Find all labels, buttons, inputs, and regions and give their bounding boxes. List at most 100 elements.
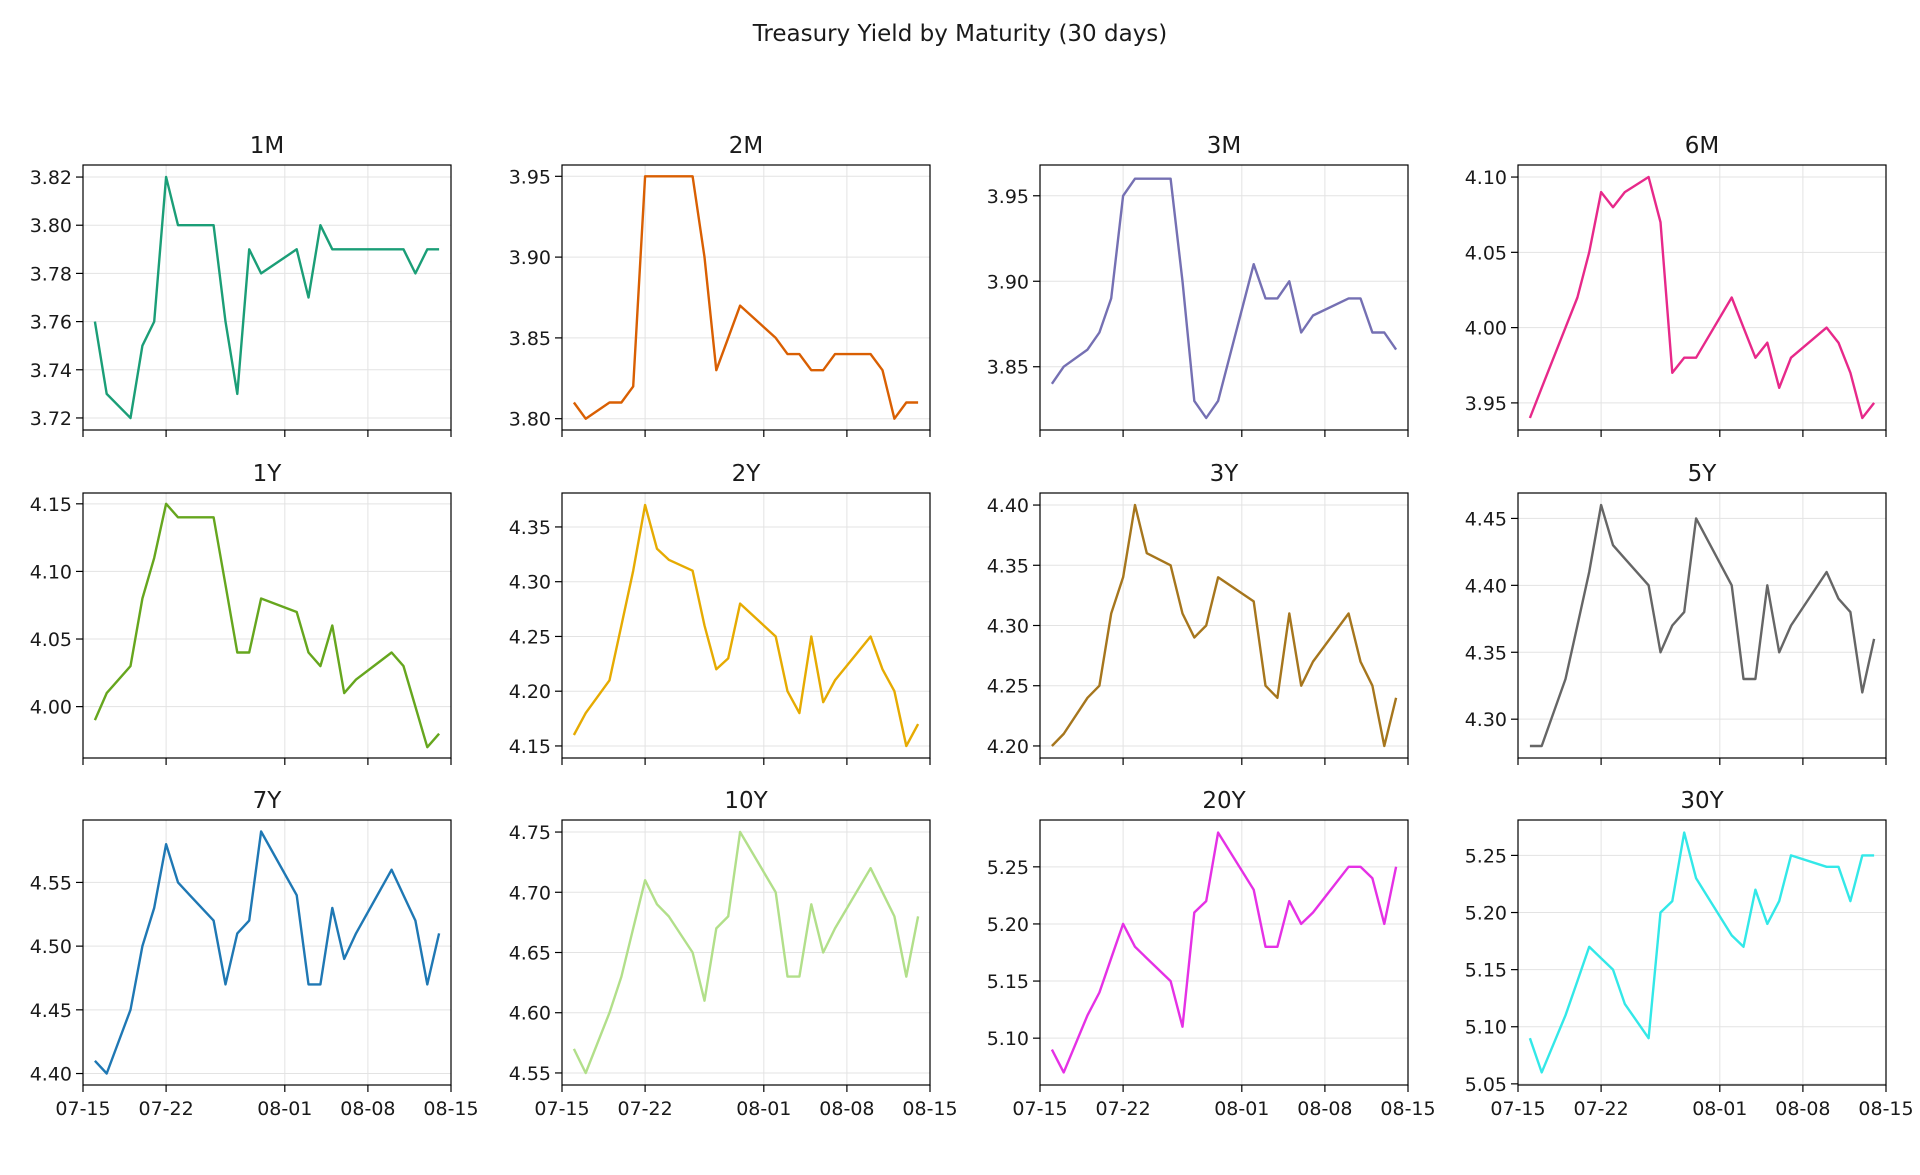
y-tick-label: 4.10 — [30, 561, 72, 583]
axes-frame — [561, 164, 931, 431]
panel-title: 1Y — [253, 461, 283, 487]
y-tick-label: 4.20 — [509, 681, 551, 703]
panel-title: 20Y — [1202, 788, 1246, 814]
y-tick-label: 3.80 — [509, 409, 551, 431]
y-tick-label: 3.76 — [30, 312, 72, 334]
y-tick-label: 4.35 — [987, 555, 1029, 577]
axes-frame — [561, 492, 931, 759]
series-line-3y — [1051, 503, 1398, 748]
y-tick-label: 4.25 — [509, 626, 551, 648]
x-tick-label: 07-22 — [138, 1098, 193, 1120]
x-tick-label: 08-01 — [1692, 1098, 1747, 1120]
y-tick-label: 4.30 — [509, 572, 551, 594]
panel-title: 2M — [729, 133, 763, 159]
series-line-30y — [1528, 831, 1875, 1074]
y-tick-label: 4.20 — [987, 736, 1029, 758]
panel-3m: 3.85 3.90 3.95 3M — [987, 133, 1409, 437]
x-tick-label: 08-15 — [1380, 1098, 1435, 1120]
axes-frame — [82, 164, 452, 431]
axes-frame — [1039, 164, 1409, 431]
x-tick-label: 08-15 — [902, 1098, 957, 1120]
x-tick-label: 07-15 — [55, 1098, 110, 1120]
y-tick-label: 5.25 — [987, 857, 1029, 879]
panel-20y: 5.10 5.15 5.20 5.25 20Y 07-15 07-22 08-01 08-08 0… — [987, 788, 1436, 1120]
axes-frame — [1517, 819, 1887, 1086]
x-tick-label: 08-08 — [1297, 1098, 1352, 1120]
panel-1y: 4.00 4.05 4.10 4.15 1Y — [30, 461, 452, 765]
y-tick-label: 5.15 — [1465, 960, 1507, 982]
y-tick-label: 3.80 — [30, 215, 72, 237]
panel-7y: 4.40 4.45 4.50 4.55 7Y 07-15 07-22 08-01 08-08 08… — [30, 788, 479, 1120]
panel-2y: 4.15 4.20 4.25 4.30 4.35 2Y — [509, 461, 931, 765]
y-tick-label: 4.35 — [509, 517, 551, 539]
x-tick-label: 08-15 — [423, 1098, 478, 1120]
y-tick-label: 3.74 — [30, 360, 72, 382]
axes-frame — [1039, 492, 1409, 759]
y-tick-label: 3.95 — [509, 166, 551, 188]
panel-30y: 5.05 5.10 5.15 5.20 5.25 30Y 07-15 07-22 08-01 08… — [1465, 788, 1914, 1120]
panel-1m: 3.72 3.74 3.76 3.78 3.80 3.82 1M — [30, 133, 452, 437]
series-line-6m — [1528, 175, 1876, 420]
x-tick-label: 07-22 — [1573, 1098, 1628, 1120]
x-tick-label: 07-15 — [534, 1098, 589, 1120]
y-tick-label: 3.90 — [509, 247, 551, 269]
y-tick-label: 4.30 — [1465, 709, 1507, 731]
panel-3y: 4.20 4.25 4.30 4.35 4.40 3Y — [987, 461, 1409, 765]
x-tick-label: 08-08 — [1775, 1098, 1830, 1120]
y-tick-label: 5.15 — [987, 971, 1029, 993]
y-tick-label: 4.30 — [987, 616, 1029, 638]
y-tick-label: 4.45 — [30, 1000, 72, 1022]
x-tick-label: 08-01 — [257, 1098, 312, 1120]
y-tick-label: 4.15 — [30, 494, 72, 516]
y-tick-label: 4.40 — [987, 495, 1029, 517]
y-tick-label: 5.05 — [1465, 1074, 1507, 1096]
y-tick-label: 4.40 — [1465, 575, 1507, 597]
figure-title: Treasury Yield by Maturity (30 days) — [752, 21, 1168, 47]
series-line-10y — [572, 830, 920, 1075]
y-tick-label: 3.95 — [987, 186, 1029, 208]
y-tick-label: 5.20 — [987, 914, 1029, 936]
x-tick-label: 08-08 — [819, 1098, 874, 1120]
series-line-3m — [1050, 177, 1398, 420]
axes-frame — [1517, 164, 1887, 431]
axes-frame — [82, 492, 452, 759]
y-tick-label: 4.00 — [30, 697, 72, 719]
y-tick-label: 4.15 — [509, 736, 551, 758]
y-tick-label: 4.70 — [509, 882, 551, 904]
y-tick-label: 5.25 — [1465, 845, 1507, 867]
x-tick-label: 07-15 — [1490, 1098, 1545, 1120]
x-tick-label: 07-15 — [1012, 1098, 1067, 1120]
y-tick-label: 3.90 — [987, 271, 1029, 293]
x-tick-label: 08-01 — [1214, 1098, 1269, 1120]
series-line-2y — [572, 503, 920, 748]
panel-2m: 3.80 3.85 3.90 3.95 2M — [509, 133, 931, 437]
y-tick-label: 4.60 — [509, 1003, 551, 1025]
panel-title: 3Y — [1210, 461, 1240, 487]
y-tick-label: 4.55 — [509, 1063, 551, 1085]
y-tick-label: 4.45 — [1465, 508, 1507, 530]
y-tick-label: 4.25 — [987, 676, 1029, 698]
y-tick-label: 4.55 — [30, 872, 72, 894]
x-tick-label: 08-01 — [736, 1098, 791, 1120]
y-tick-label: 4.05 — [1465, 242, 1507, 264]
panel-6m: 3.95 4.00 4.05 4.10 6M — [1465, 133, 1887, 437]
panel-title: 7Y — [253, 788, 283, 814]
panel-title: 30Y — [1680, 788, 1724, 814]
panel-5y: 4.30 4.35 4.40 4.45 5Y — [1465, 461, 1887, 765]
series-line-7y — [94, 830, 441, 1075]
y-tick-label: 4.40 — [30, 1064, 72, 1086]
series-line-1y — [93, 502, 441, 749]
panel-title: 2Y — [732, 461, 762, 487]
y-tick-label: 3.78 — [30, 263, 72, 285]
series-line-5y — [1529, 503, 1876, 748]
panel-title: 5Y — [1688, 461, 1718, 487]
y-tick-label: 3.72 — [30, 408, 72, 430]
y-tick-label: 4.65 — [509, 943, 551, 965]
panel-title: 3M — [1207, 133, 1241, 159]
y-tick-label: 5.10 — [987, 1028, 1029, 1050]
series-line-1m — [93, 175, 440, 420]
y-tick-label: 5.20 — [1465, 903, 1507, 925]
axes-frame — [1039, 819, 1409, 1086]
series-line-2m — [572, 175, 919, 420]
